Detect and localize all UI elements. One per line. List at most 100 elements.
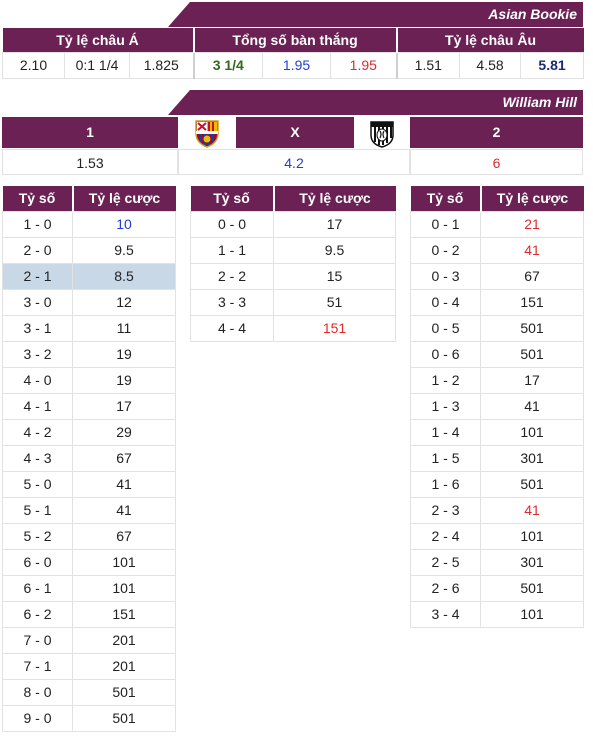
score-row: 3 - 0 12	[2, 288, 176, 316]
european-odds-header: Tỷ lệ châu Âu	[395, 28, 584, 52]
odds-column-header: Tỷ lệ cược	[479, 186, 584, 211]
score-row: 4 - 4 151	[190, 314, 396, 342]
score-row: 6 - 1 101	[2, 574, 176, 602]
score-row: 1 - 6 501	[410, 470, 584, 498]
score-cell: 1 - 0	[2, 210, 73, 238]
odds-cell: 10	[72, 210, 176, 238]
odds-cell: 9.5	[273, 236, 396, 264]
score-cell: 4 - 3	[2, 444, 73, 472]
score-cell: 6 - 2	[2, 600, 73, 628]
score-row: 0 - 3 67	[410, 262, 584, 290]
score-cell: 1 - 4	[410, 418, 481, 446]
odds-cell: 29	[72, 418, 176, 446]
score-cell: 0 - 3	[410, 262, 481, 290]
score-row: 0 - 1 21	[410, 210, 584, 238]
asian-bookie-title: Asian Bookie	[488, 6, 577, 22]
score-row: 7 - 0 201	[2, 626, 176, 654]
asian-odds-value: 0:1 1/4	[64, 51, 130, 79]
score-cell: 4 - 2	[2, 418, 73, 446]
score-cell: 7 - 1	[2, 652, 73, 680]
score-cell: 5 - 0	[2, 470, 73, 498]
score-row: 2 - 0 9.5	[2, 236, 176, 264]
score-cell: 6 - 1	[2, 574, 73, 602]
score-row: 1 - 2 17	[410, 366, 584, 394]
total-goals-header: Tổng số bàn thắng	[192, 28, 397, 52]
odds-cell: 41	[480, 236, 584, 264]
score-row: 8 - 0 501	[2, 678, 176, 706]
score-cell: 8 - 0	[2, 678, 73, 706]
score-cell: 4 - 0	[2, 366, 73, 394]
score-cell: 6 - 0	[2, 548, 73, 576]
score-row: 1 - 5 301	[410, 444, 584, 472]
away-win-label: 2	[410, 117, 583, 148]
odds-cell: 101	[72, 548, 176, 576]
score-row: 2 - 5 301	[410, 548, 584, 576]
score-cell: 2 - 1	[2, 262, 73, 290]
score-cell: 7 - 0	[2, 626, 73, 654]
asian-odds-value: 5.81	[520, 51, 585, 79]
odds-cell: 41	[480, 496, 584, 524]
asian-odds-value: 3 1/4	[192, 51, 264, 79]
score-cell: 2 - 4	[410, 522, 481, 550]
score-cell: 4 - 4	[190, 314, 274, 342]
score-row: 3 - 2 19	[2, 340, 176, 368]
asian-odds-value: 1.95	[262, 51, 332, 79]
odds-column-header: Tỷ lệ cược	[71, 186, 176, 211]
score-cell: 0 - 1	[410, 210, 481, 238]
score-row: 3 - 1 11	[2, 314, 176, 342]
score-row: 7 - 1 201	[2, 652, 176, 680]
score-cell: 0 - 5	[410, 314, 481, 342]
odds-cell: 501	[72, 678, 176, 706]
odds-cell: 41	[480, 392, 584, 420]
score-row: 3 - 4 101	[410, 600, 584, 628]
odds-cell: 501	[72, 704, 176, 732]
score-cell: 3 - 0	[2, 288, 73, 316]
score-row: 1 - 1 9.5	[190, 236, 396, 264]
odds-cell: 201	[72, 626, 176, 654]
score-row: 2 - 6 501	[410, 574, 584, 602]
odds-cell: 9.5	[72, 236, 176, 264]
score-column-header: Tỷ số	[410, 186, 481, 211]
away-win-scores-table: Tỷ số Tỷ lệ cược 0 - 1 21 0 - 2 41 0 - 3 67 0 …	[410, 186, 584, 628]
score-cell: 2 - 5	[410, 548, 481, 576]
score-row: 3 - 3 51	[190, 288, 396, 316]
odds-cell: 501	[480, 470, 584, 498]
score-row: 0 - 4 151	[410, 288, 584, 316]
home-win-label: 1	[2, 117, 178, 148]
william-hill-banner: William Hill	[168, 90, 583, 115]
odds-cell: 301	[480, 444, 584, 472]
odds-cell: 101	[72, 574, 176, 602]
score-row: 1 - 4 101	[410, 418, 584, 446]
odds-cell: 101	[480, 522, 584, 550]
odds-cell: 41	[72, 496, 176, 524]
score-row: 4 - 2 29	[2, 418, 176, 446]
score-cell: 3 - 3	[190, 288, 274, 316]
odds-cell: 201	[72, 652, 176, 680]
odds-cell: 17	[72, 392, 176, 420]
score-row: 4 - 0 19	[2, 366, 176, 394]
away-win-odds: 6	[410, 149, 583, 175]
home-win-odds: 1.53	[2, 149, 178, 175]
odds-cell: 17	[273, 210, 396, 238]
score-row: 2 - 3 41	[410, 496, 584, 524]
score-row: 4 - 1 17	[2, 392, 176, 420]
score-column-header: Tỷ số	[2, 186, 73, 211]
score-cell: 5 - 2	[2, 522, 73, 550]
odds-cell: 151	[72, 600, 176, 628]
score-cell: 0 - 4	[410, 288, 481, 316]
draw-odds: 4.2	[178, 149, 410, 175]
score-cell: 9 - 0	[2, 704, 73, 732]
score-row: 1 - 3 41	[410, 392, 584, 420]
asian-odds-values-row: 2.10 0:1 1/4 1.825 3 1/4 1.95 1.95 1.51 4.58 5.8…	[2, 51, 585, 79]
score-row: 1 - 0 10	[2, 210, 176, 238]
odds-cell: 8.5	[72, 262, 176, 290]
score-row: 9 - 0 501	[2, 704, 176, 732]
odds-cell: 67	[480, 262, 584, 290]
score-cell: 1 - 5	[410, 444, 481, 472]
odds-cell: 41	[72, 470, 176, 498]
score-cell: 4 - 1	[2, 392, 73, 420]
score-cell: 0 - 2	[410, 236, 481, 264]
score-cell: 0 - 6	[410, 340, 481, 368]
score-cell: 3 - 4	[410, 600, 481, 628]
odds-cell: 151	[480, 288, 584, 316]
